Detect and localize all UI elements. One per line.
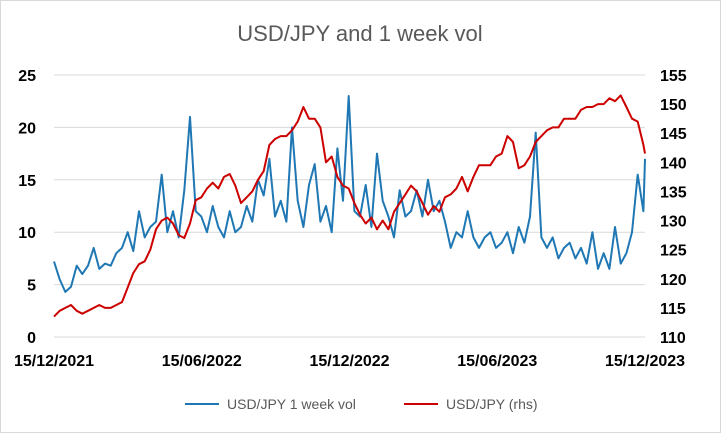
y-right-tick-label: 145 [660, 126, 687, 143]
series-line-vol [53, 95, 646, 293]
x-axis: 15/12/2021 15/06/2022 15/12/2022 15/06/2023… [14, 353, 685, 370]
x-tick-label: 15/12/2022 [309, 353, 389, 370]
y-axis-left: 0 5 10 15 20 25 [18, 68, 36, 347]
x-tick-label: 15/12/2023 [605, 353, 685, 370]
y-left-tick-label: 25 [18, 68, 36, 85]
y-right-tick-label: 155 [660, 68, 687, 85]
y-left-tick-label: 10 [18, 225, 36, 242]
y-left-tick-label: 0 [27, 330, 36, 347]
legend-label-vol: USD/JPY 1 week vol [227, 396, 356, 412]
y-right-tick-label: 140 [660, 155, 687, 172]
y-left-tick-label: 20 [18, 120, 36, 137]
y-right-tick-label: 130 [660, 214, 687, 231]
x-tick-label: 15/12/2021 [14, 353, 94, 370]
y-right-tick-label: 110 [660, 330, 686, 347]
y-right-tick-label: 125 [660, 243, 687, 260]
series-line-usdjpy [53, 94, 646, 318]
y-left-tick-label: 15 [18, 173, 36, 190]
chart-title: USD/JPY and 1 week vol [237, 21, 482, 46]
y-axis-right: 110 115 120 125 130 135 140 145 150 155 [660, 68, 687, 347]
y-right-tick-label: 135 [660, 184, 687, 201]
legend-label-usdjpy: USD/JPY (rhs) [446, 396, 538, 412]
x-tick-label: 15/06/2023 [457, 353, 537, 370]
x-tick-label: 15/06/2022 [162, 353, 242, 370]
series-lines [53, 94, 646, 318]
y-right-tick-label: 150 [660, 97, 687, 114]
y-left-tick-label: 5 [27, 278, 36, 295]
legend: USD/JPY 1 week vol USD/JPY (rhs) [185, 396, 538, 412]
y-right-tick-label: 115 [660, 301, 686, 318]
y-right-tick-label: 120 [660, 272, 687, 289]
